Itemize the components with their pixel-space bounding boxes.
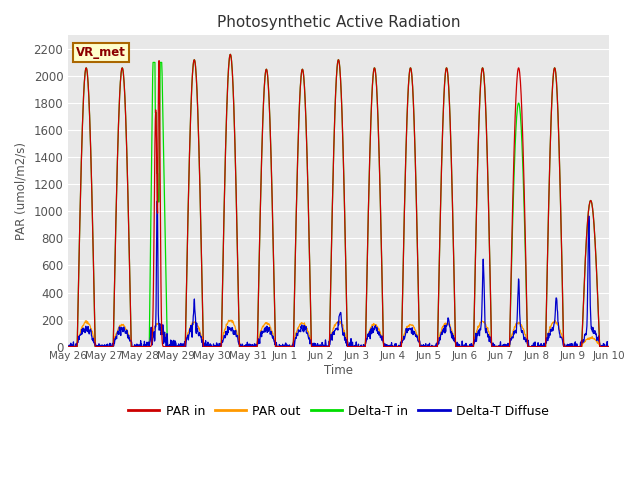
X-axis label: Time: Time	[324, 364, 353, 377]
Title: Photosynthetic Active Radiation: Photosynthetic Active Radiation	[217, 15, 460, 30]
Legend: PAR in, PAR out, Delta-T in, Delta-T Diffuse: PAR in, PAR out, Delta-T in, Delta-T Dif…	[123, 400, 554, 423]
Y-axis label: PAR (umol/m2/s): PAR (umol/m2/s)	[15, 142, 28, 240]
Text: VR_met: VR_met	[76, 46, 126, 59]
